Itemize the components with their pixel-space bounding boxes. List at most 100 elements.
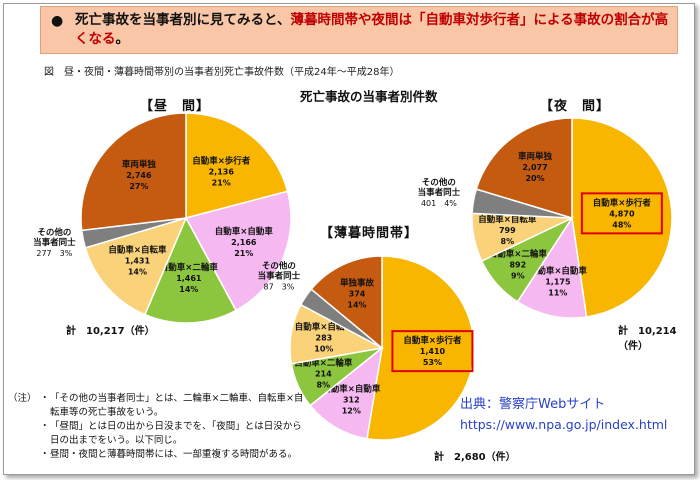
slice-name: 自動車×二輪車	[294, 358, 353, 369]
bullet-icon: ●	[51, 13, 64, 29]
slice-percent: 21%	[234, 249, 253, 258]
slice-value: 1,175	[545, 277, 571, 286]
slice-name: 車両単独	[518, 151, 553, 162]
slice-name: 自動車×自動車	[215, 226, 274, 237]
main-title: 死亡事故の当事者別件数	[300, 89, 438, 104]
summary-banner: ● 死亡事故を当事者別に見てみると、薄暮時間帯や夜間は「自動車対歩行者」による事…	[40, 6, 678, 54]
note-item: 「その他の当事者同士」とは、二輪車×二輪車、自転車×自転車等の死亡事故をいう。	[50, 393, 304, 418]
slice-value: 2,136	[209, 167, 235, 176]
slice-value: 401 4%	[421, 199, 457, 208]
note-row: ・ 「昼間」とは日の出から日没までを、「夜間」とは日没から日の出までをいう。以下…	[8, 420, 308, 448]
pie-slice	[310, 255, 383, 350]
day-section-title: 【昼 間】	[140, 99, 211, 114]
slice-value: 214	[315, 370, 332, 379]
slice-percent: 53%	[423, 358, 442, 367]
slice-percent: 10%	[314, 345, 333, 354]
slice-percent: 20%	[525, 174, 544, 183]
slice-value: 312	[343, 395, 360, 404]
day-total: 計 10,217（件）	[66, 326, 155, 337]
slice-name: その他の	[262, 261, 296, 272]
slice-value: 283	[316, 334, 333, 343]
slice-name: 自動車×二輪車	[160, 262, 219, 273]
night-section-title: 【夜 間】	[540, 99, 611, 114]
slice-value: 277 3%	[36, 249, 72, 258]
slice-value: 87 3%	[263, 283, 294, 292]
note-row: （注） ・ 「その他の当事者同士」とは、二輪車×二輪車、自転車×自転車等の死亡事…	[8, 392, 308, 420]
pie-slice	[143, 216, 237, 324]
slice-percent: 14%	[347, 301, 366, 310]
slice-percent: 48%	[612, 220, 631, 229]
slice-name: 自動車×自動車	[529, 265, 588, 276]
slice-percent: 8%	[317, 381, 331, 390]
slice-name: 自動車×歩行者	[403, 335, 462, 346]
slice-name: 自動車×自動車	[322, 383, 381, 394]
note-item: 昼間・夜間と薄暮時間帯には、一部重複する時間がある。	[50, 449, 298, 460]
source-line: 出典：警察庁Webサイト	[460, 397, 606, 412]
slice-value: 892	[509, 260, 526, 269]
highlight-box	[580, 192, 663, 235]
notes-heading: （注）	[8, 393, 37, 404]
slice-percent: 14%	[179, 285, 198, 294]
slice-name: 当事者同士	[418, 187, 461, 198]
source-url[interactable]: https://www.npa.go.jp/index.html	[460, 417, 668, 432]
slice-value: 1,431	[125, 256, 151, 265]
slice-percent: 12%	[342, 406, 361, 415]
slice-value: 374	[349, 290, 366, 299]
pie-slice	[366, 255, 475, 441]
pie-slice	[184, 190, 292, 312]
slice-name: 自動車×自転車	[295, 322, 354, 333]
source-credit: 出典：警察庁Webサイト https://www.npa.go.jp/index…	[460, 395, 667, 435]
pie-slice	[185, 112, 289, 219]
note-row: ・ 昼間・夜間と薄暮時間帯には、一部重複する時間がある。	[8, 448, 308, 462]
note-item: 「昼間」とは日の出から日没までを、「夜間」とは日没から日の出までをいう。以下同じ…	[50, 421, 302, 446]
slice-name: 自動車×自転車	[478, 214, 537, 225]
slice-value: 1,461	[176, 274, 202, 283]
pie-slice	[309, 346, 384, 440]
highlight-box	[391, 330, 474, 373]
slice-percent: 9%	[511, 271, 525, 280]
summary-highlight-2: 高くなる	[75, 12, 669, 47]
pie-slice	[516, 215, 588, 319]
slice-percent: 21%	[212, 178, 231, 187]
slice-name: その他の	[422, 177, 456, 188]
slice-value: 799	[499, 226, 516, 235]
night-total: 計 10,214（件）	[618, 326, 677, 352]
slice-name: 単独事故	[340, 278, 375, 289]
slice-name: 車両単独	[122, 159, 157, 170]
slice-name: 自動車×歩行者	[192, 155, 251, 166]
pie-slice	[80, 112, 187, 232]
pie-slice	[475, 117, 573, 220]
slice-percent: 14%	[128, 267, 147, 276]
slice-value: 2,746	[126, 171, 152, 180]
summary-text: 死亡事故を当事者別に見てみると、薄暮時間帯や夜間は「自動車対歩行者」による事故の…	[75, 11, 671, 49]
summary-plain: 死亡事故を当事者別に見てみると、	[75, 12, 291, 28]
slice-name: 自動車×自転車	[108, 244, 167, 255]
dusk-section-title: 【薄暮時間帯】	[320, 226, 419, 241]
slice-value: 2,166	[231, 238, 257, 247]
slice-percent: 8%	[501, 237, 515, 246]
dusk-total: 計 2,680（件）	[434, 452, 516, 463]
pie-slice	[571, 117, 673, 318]
slice-value: 1,410	[420, 347, 446, 356]
slice-percent: 27%	[129, 182, 148, 191]
figure-caption: 図 昼・夜間・薄暮時間帯別の当事者別死亡事故件数（平成24年～平成28年）	[44, 67, 400, 78]
slice-name: 当事者同士	[33, 237, 76, 248]
slice-name: 自動車×歩行者	[593, 197, 652, 208]
